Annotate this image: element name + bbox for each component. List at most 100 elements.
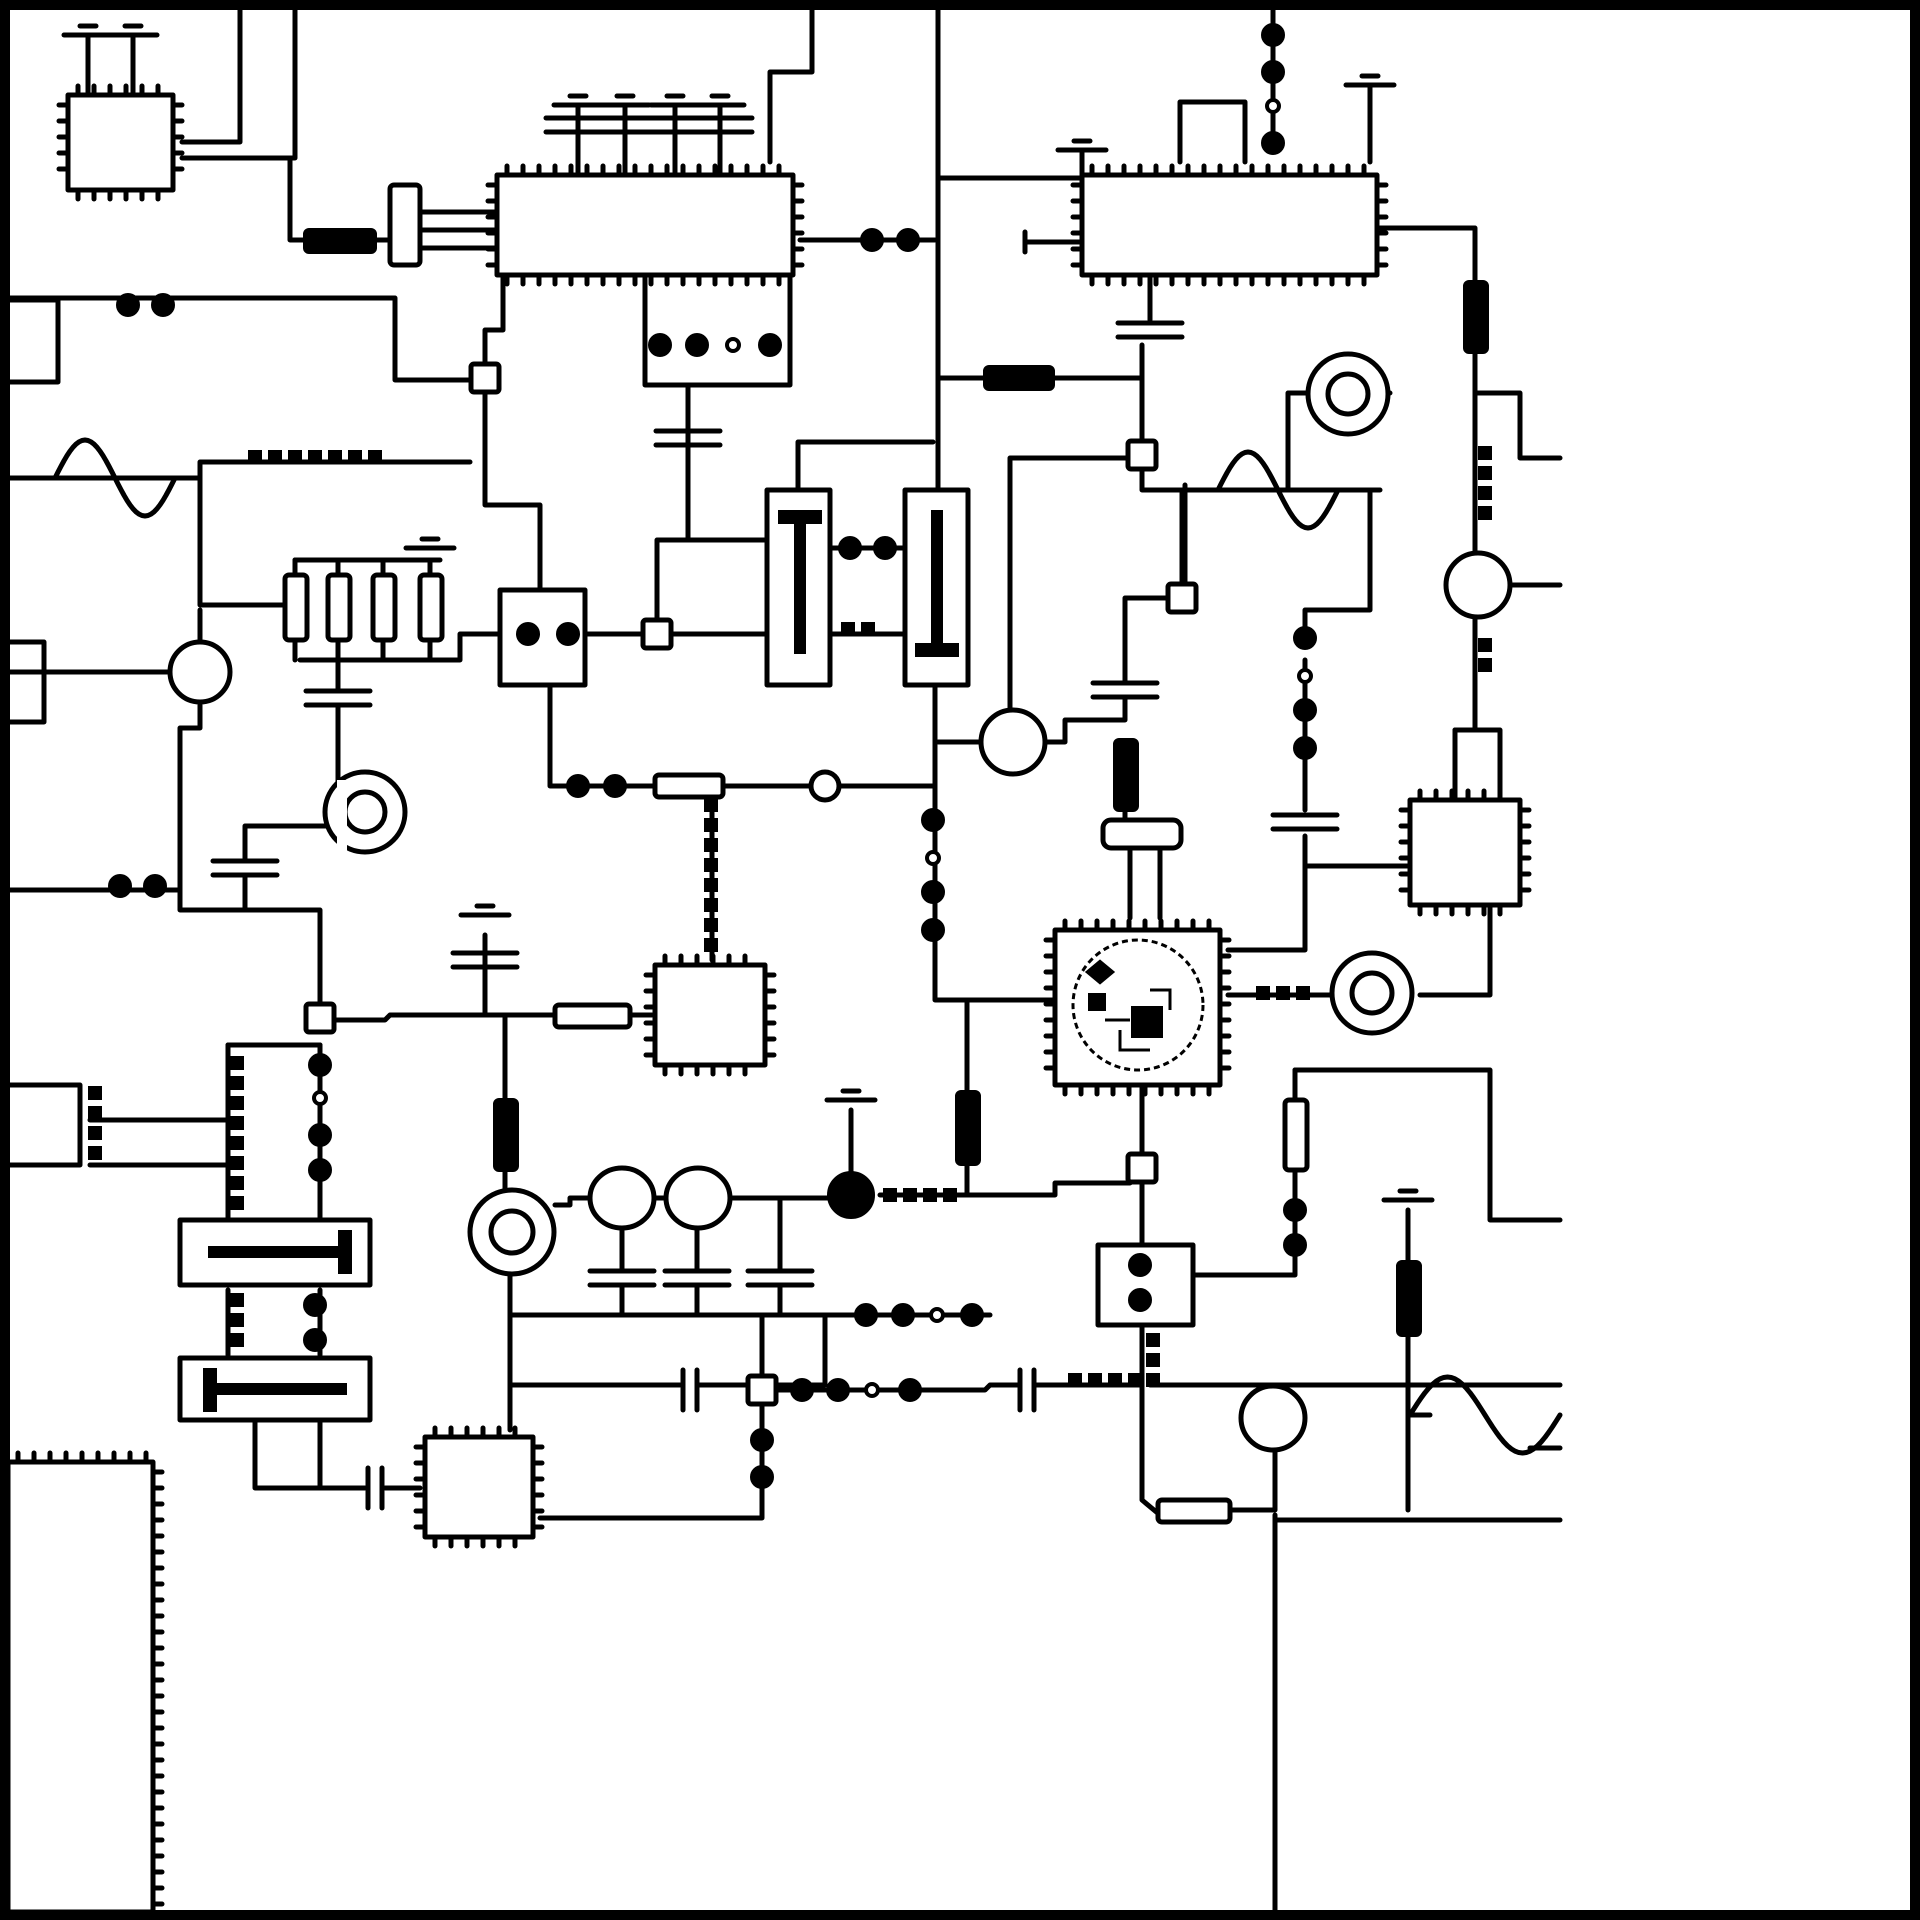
coil-tooth <box>704 838 718 852</box>
capacitor <box>1115 320 1185 340</box>
resistor-bank <box>370 572 398 643</box>
coil-tooth <box>1108 1373 1122 1387</box>
ground-tee <box>551 93 605 108</box>
solid-node <box>648 333 672 357</box>
coil-tooth <box>943 1188 957 1202</box>
inductor-chain <box>116 293 175 317</box>
inductor-chain <box>648 333 782 357</box>
coil-tooth <box>368 450 382 464</box>
coil-tooth <box>1068 1373 1082 1387</box>
inductor-chain <box>1283 1198 1307 1257</box>
coil-tooth <box>1478 486 1492 500</box>
die-core <box>1131 1006 1163 1038</box>
solid-node <box>1293 698 1317 722</box>
wire <box>179 5 298 161</box>
solid-node <box>308 1158 332 1182</box>
junction <box>303 1001 337 1035</box>
junction <box>1125 438 1159 472</box>
fuse-mid-right <box>983 365 1055 391</box>
coil-tooth <box>883 1188 897 1202</box>
coil-tooth <box>861 622 875 636</box>
solid-node <box>891 1303 915 1327</box>
ground-tee <box>824 1088 878 1103</box>
coil-tooth <box>1146 1333 1160 1347</box>
meter-bottom-2 <box>663 1165 733 1231</box>
capacitor <box>587 1268 657 1288</box>
inductor-coil-right <box>1478 446 1492 520</box>
fuse-lower-left <box>493 1098 519 1172</box>
wire <box>932 681 1058 1003</box>
solid-node <box>308 1053 332 1077</box>
solid-node <box>116 293 140 317</box>
wire <box>297 631 503 663</box>
wire <box>1042 695 1128 745</box>
solid-node <box>108 874 132 898</box>
junction <box>1125 1151 1159 1185</box>
hollow-node <box>312 1090 328 1106</box>
chip-body <box>652 962 768 1068</box>
solid-node <box>1261 23 1285 47</box>
coil-tooth <box>1088 1373 1102 1387</box>
coil-tooth <box>230 1176 244 1190</box>
resistor-bank <box>325 572 353 643</box>
solid-node <box>921 880 945 904</box>
die-pad <box>1084 959 1116 985</box>
inductor-chain-bottom <box>854 1303 984 1327</box>
coil-tooth <box>704 818 718 832</box>
wire <box>179 5 243 145</box>
coil-tooth <box>88 1086 102 1100</box>
solid-node <box>1293 736 1317 760</box>
rotary-right <box>1329 950 1415 1036</box>
coil-tooth <box>248 450 262 464</box>
slider-knob <box>203 1368 217 1412</box>
ground-tee <box>61 23 115 38</box>
wire <box>177 887 323 1008</box>
wire <box>1452 727 1503 803</box>
coil-tooth <box>1128 1373 1142 1387</box>
inductor-coil-bottom-right-vertical <box>1146 1333 1160 1387</box>
inductor-coil-left-edge <box>88 1086 102 1160</box>
solid-node <box>921 808 945 832</box>
capacitor <box>303 688 373 708</box>
inductor-coil-mid <box>841 622 875 636</box>
wire <box>482 377 543 593</box>
ic-chip-bottom-left <box>413 1425 545 1549</box>
wire <box>654 537 691 623</box>
relay-bottom-right <box>1095 1242 1196 1328</box>
meter-bottom-1 <box>587 1165 657 1231</box>
coil-tooth <box>841 622 855 636</box>
rotary-bottom <box>467 1187 557 1277</box>
inductor-chain-top-right <box>1261 23 1285 155</box>
fuse-bottom-center <box>955 1090 981 1166</box>
capacitor <box>653 428 723 448</box>
coil-tooth <box>704 918 718 932</box>
wire <box>322 1012 558 1023</box>
processor-die <box>1071 938 1205 1072</box>
junction <box>1165 581 1199 615</box>
solid-node <box>151 293 175 317</box>
inductor-coil-mid-vertical <box>704 798 718 952</box>
ground-tee <box>1381 1188 1435 1203</box>
wire <box>1292 1067 1563 1223</box>
die-trace <box>1105 988 1172 1052</box>
test-point <box>808 769 842 803</box>
wire <box>1377 225 1478 285</box>
coil-tooth <box>88 1106 102 1120</box>
solid-node <box>1128 1253 1152 1277</box>
rotary-inner <box>1325 371 1371 417</box>
coil-tooth <box>230 1293 244 1307</box>
coil-tooth <box>230 1156 244 1170</box>
coil-tooth <box>230 1333 244 1347</box>
solid-node <box>1283 1198 1307 1222</box>
coil-tooth <box>923 1188 937 1202</box>
hollow-node <box>1297 668 1313 684</box>
inductor-chain <box>860 228 920 252</box>
inductor-chain-lower-left <box>308 1053 332 1182</box>
fuse-center-right <box>1113 738 1139 812</box>
wire <box>252 1417 368 1491</box>
solid-node <box>303 1293 327 1317</box>
solid-node <box>308 1123 332 1147</box>
coil-tooth <box>1296 986 1310 1000</box>
wire <box>1007 455 1131 745</box>
